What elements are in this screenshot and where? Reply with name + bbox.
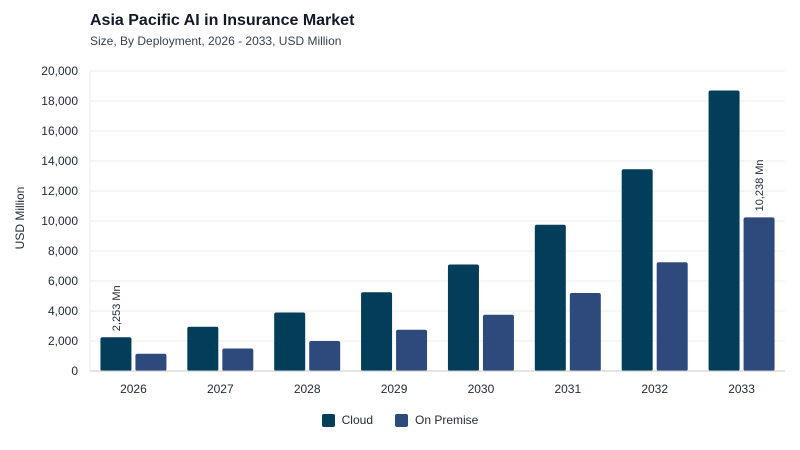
bar-cloud-2026 [100, 337, 132, 371]
bar-cloud-2032 [621, 169, 653, 371]
legend-label-on-premise: On Premise [415, 413, 479, 427]
bar-on-premise-2029 [396, 329, 428, 371]
bar-on-premise-2032 [656, 262, 688, 371]
bar-cloud-2029 [361, 292, 393, 371]
x-tick-label: 2033 [728, 382, 755, 396]
y-axis-label: USD Million [13, 187, 27, 250]
y-tick-label: 4,000 [48, 304, 78, 318]
labels: 2,253 Mn 10,238 Mn [111, 159, 766, 331]
bar-cloud-2028 [274, 312, 306, 371]
bar-on-premise-2030 [482, 314, 514, 371]
x-tick-label: 2030 [468, 382, 495, 396]
x-tick-label: 2029 [381, 382, 408, 396]
legend-swatch-on-premise [395, 413, 408, 427]
legend-swatch-cloud [321, 413, 335, 427]
y-tick-label: 20,000 [41, 64, 78, 78]
y-tick-label: 0 [71, 364, 78, 378]
bar-on-premise-2033 [743, 217, 775, 371]
bar-cloud-2027 [187, 326, 219, 371]
y-tick-label: 10,000 [41, 214, 78, 228]
bar-on-premise-2031 [569, 293, 601, 371]
legend: Cloud On Premise [0, 413, 800, 427]
x-tick-label: 2027 [207, 382, 234, 396]
y-tick-label: 6,000 [48, 274, 78, 288]
y-tick-label: 12,000 [41, 184, 78, 198]
data-label: 2,253 Mn [111, 285, 123, 331]
data-label: 10,238 Mn [754, 159, 766, 211]
bars [100, 90, 775, 371]
legend-item-cloud[interactable]: Cloud [321, 413, 373, 427]
bar-on-premise-2028 [309, 341, 341, 371]
bar-on-premise-2027 [222, 348, 254, 371]
bar-cloud-2033 [708, 90, 740, 371]
x-tick-label: 2028 [294, 382, 321, 396]
legend-label-cloud: Cloud [341, 413, 373, 427]
x-tick-label: 2032 [641, 382, 668, 396]
bar-on-premise-2026 [135, 353, 167, 371]
x-tick-label: 2026 [120, 382, 147, 396]
chart-title: Asia Pacific AI in Insurance Market [90, 12, 355, 29]
axes: 0 2,000 4,000 6,000 8,000 10,000 12,000 14,000 1… [41, 64, 785, 396]
legend-item-on-premise[interactable]: On Premise [395, 413, 478, 427]
y-tick-label: 8,000 [48, 244, 78, 258]
bar-cloud-2030 [447, 264, 479, 371]
y-tick-label: 14,000 [41, 154, 78, 168]
y-tick-label: 16,000 [41, 124, 78, 138]
bar-cloud-2031 [534, 224, 566, 371]
chart-subtitle: Size, By Deployment, 2026 - 2033, USD Mi… [90, 34, 342, 48]
y-tick-label: 2,000 [48, 334, 78, 348]
x-tick-label: 2031 [554, 382, 581, 396]
y-tick-label: 18,000 [41, 94, 78, 108]
